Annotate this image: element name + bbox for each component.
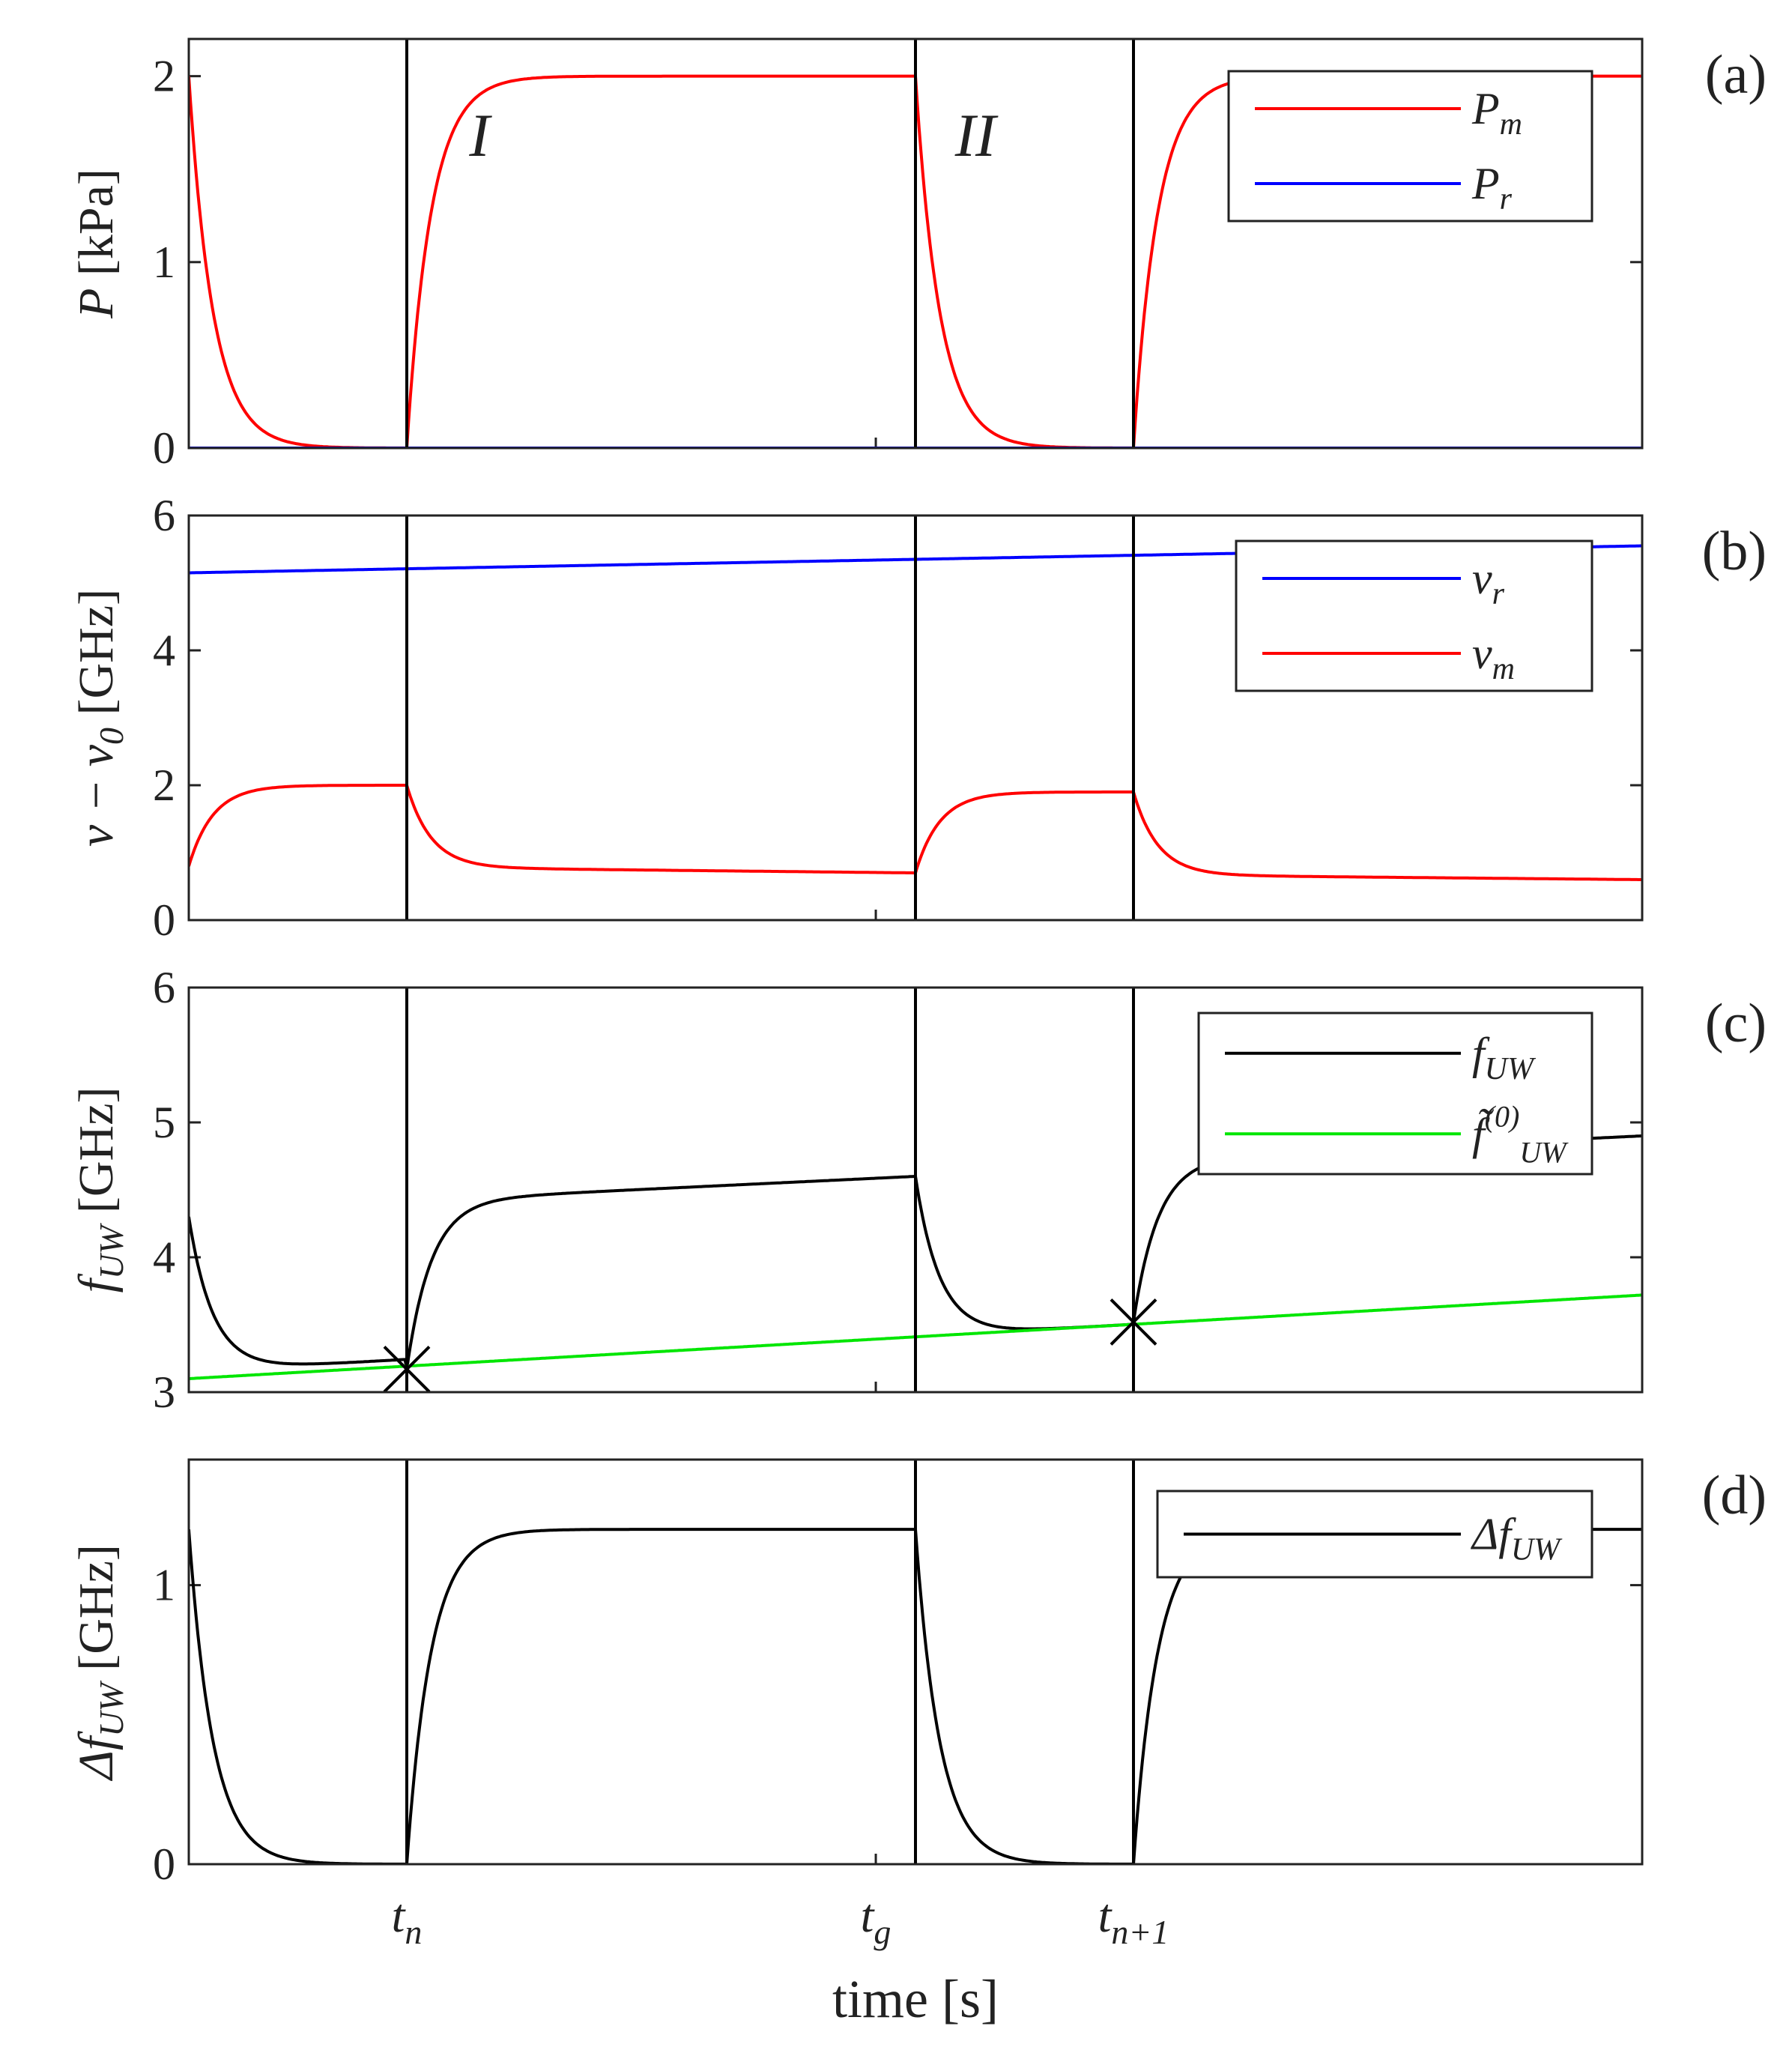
y-axis-label: ν − ν0 [GHz]	[69, 589, 130, 847]
panel-label: (d)	[1702, 1465, 1767, 1526]
shared-x-axis: time [s] tn tg tn+1	[392, 1889, 1169, 2029]
axes-frame	[187, 1458, 1644, 1866]
x-tick-label: tn	[392, 1889, 423, 1951]
legend-entry: Pr	[1471, 159, 1513, 217]
panel-label: (b)	[1702, 521, 1767, 582]
y-tick-label: 6	[153, 491, 175, 540]
y-axis-label: ΔfUW [GHz]	[69, 1544, 130, 1782]
cross-marker	[383, 1345, 431, 1393]
y-tick-label: 6	[153, 963, 175, 1012]
y-tick-label: 2	[153, 52, 175, 101]
region-label: I	[468, 101, 492, 169]
y-tick-label: 1	[153, 238, 175, 287]
y-tick-label: 5	[153, 1098, 175, 1147]
legend-entry: Pm	[1471, 84, 1522, 142]
panel-label: (c)	[1705, 993, 1767, 1054]
legend-entry: ΔfUW	[1471, 1510, 1563, 1567]
y-tick-label: 0	[153, 895, 175, 945]
y-tick-label: 0	[153, 1839, 175, 1889]
legend-entry: fUW	[1472, 1029, 1537, 1086]
legend: Pm Pr	[1227, 70, 1593, 223]
legend-entry: νm	[1472, 629, 1515, 686]
region-label: II	[954, 101, 999, 169]
x-axis-label: time [s]	[832, 1969, 999, 2029]
panel-b: 0 2 4 6 (b) ν − ν0 [GHz] νr νm	[69, 491, 1767, 945]
y-tick-label: 4	[153, 626, 175, 675]
legend: νr νm	[1235, 539, 1593, 692]
axes-frame	[187, 514, 1644, 922]
cross-marker	[1110, 1298, 1157, 1346]
y-tick-label: 4	[153, 1233, 175, 1282]
y-tick-label: 1	[153, 1561, 175, 1610]
panel-label: (a)	[1705, 44, 1767, 106]
y-tick-label: 3	[153, 1367, 175, 1417]
x-tick-label: tg	[861, 1889, 892, 1951]
legend: ΔfUW	[1156, 1490, 1593, 1579]
axes-frame	[187, 37, 1644, 450]
y-axis-label: fUW [GHz]	[69, 1087, 130, 1293]
panel-d: 0 1 (d) ΔfUW [GHz] ΔfUW	[69, 1458, 1767, 1889]
x-tick-label: tn+1	[1098, 1889, 1169, 1951]
legend-entry: νr	[1472, 554, 1505, 611]
y-tick-label: 0	[153, 423, 175, 473]
axes-frame	[187, 986, 1644, 1394]
y-tick-label: 2	[153, 761, 175, 810]
y-axis-label: P [kPa]	[69, 169, 124, 319]
